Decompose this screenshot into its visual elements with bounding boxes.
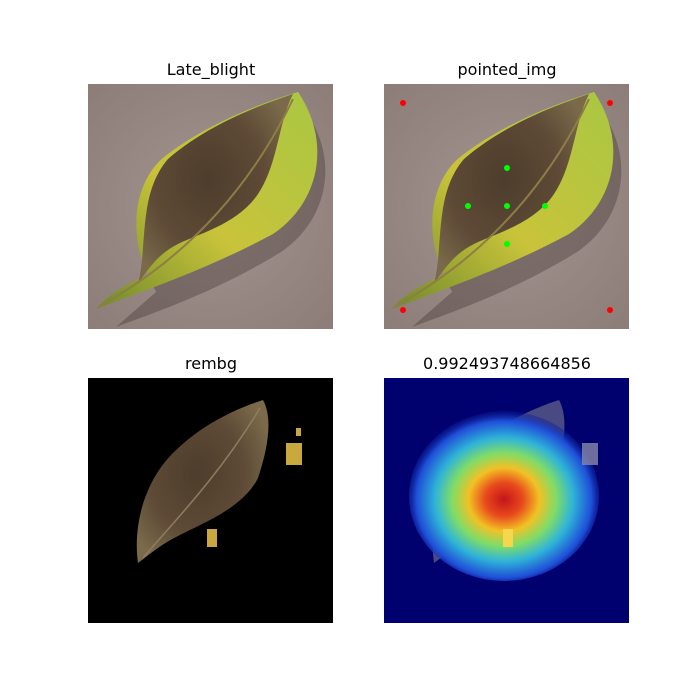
center-point-left [465,203,471,209]
corner-point-top-left [400,100,406,106]
panel-title-rembg: rembg [185,354,237,373]
panel-title-score: 0.992493748664856 [423,354,591,373]
panel-title-original: Late_blight [166,60,256,79]
heatmap-leaf-image [384,378,629,623]
corner-point-top-right [607,100,613,106]
center-point-top [504,165,510,171]
pointed-leaf-image [384,84,629,329]
center-point-bottom [504,241,510,247]
original-leaf-image [88,84,333,329]
rembg-leaf-image [88,378,333,623]
center-point-center [504,203,510,209]
panel-title-pointed: pointed_img [457,60,557,79]
center-point-right [542,203,548,209]
corner-point-bottom-left [400,307,406,313]
corner-point-bottom-right [607,307,613,313]
